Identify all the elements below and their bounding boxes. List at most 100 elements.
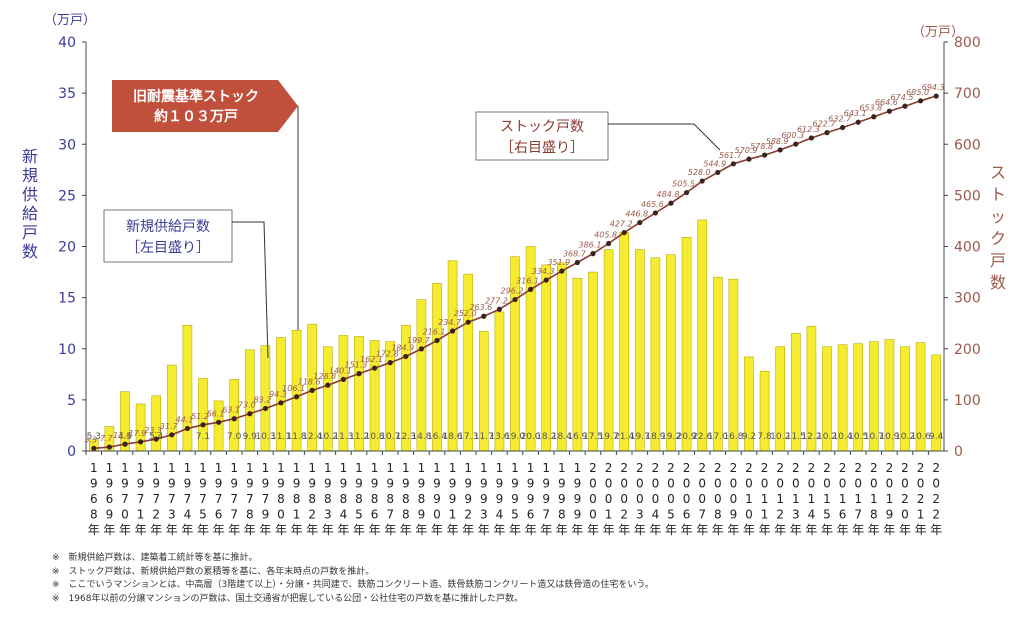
supply-bar-label: 19.2 bbox=[661, 432, 681, 442]
left-tick-label: 0 bbox=[67, 444, 76, 460]
footnote: ※ 1968年以前の分譲マンションの戸数は、国土交通省が把握している公団・公社住… bbox=[52, 593, 524, 604]
stock-point bbox=[231, 416, 237, 422]
supply-bar bbox=[432, 283, 442, 452]
stock-point-label: 13.4 bbox=[113, 431, 131, 440]
stock-point bbox=[91, 445, 97, 451]
supply-bar-label: 11.5 bbox=[786, 432, 806, 442]
supply-bar-label: 11.3 bbox=[333, 432, 353, 442]
stock-callout-pointer bbox=[608, 123, 721, 151]
supply-bar-label: 10.4 bbox=[833, 432, 853, 442]
stock-point-label: 600.3 bbox=[781, 131, 804, 140]
stock-point-label: 252.0 bbox=[454, 309, 477, 318]
stock-point bbox=[543, 277, 549, 283]
stock-point-label: 296.2 bbox=[501, 287, 524, 296]
stock-point-label: 277.2 bbox=[485, 296, 508, 305]
stock-point-label: 465.6 bbox=[641, 200, 664, 209]
stock-point bbox=[746, 156, 752, 162]
supply-bar-label: 16.9 bbox=[567, 432, 587, 442]
left-tick-label: 35 bbox=[58, 86, 76, 102]
stock-point bbox=[325, 382, 331, 388]
supply-bar bbox=[650, 257, 661, 452]
left-axis-title: 新規供給戸数 bbox=[22, 147, 38, 261]
stock-point-label: 405.8 bbox=[594, 231, 617, 240]
supply-bar-label: 11.2 bbox=[349, 432, 369, 442]
supply-bar bbox=[541, 264, 552, 452]
supply-bar-label: 14.8 bbox=[411, 432, 431, 442]
stock-point bbox=[434, 337, 440, 344]
stock-point bbox=[808, 135, 815, 141]
supply-callout-box bbox=[103, 209, 233, 263]
supply-bar-label: 11.7 bbox=[474, 432, 494, 442]
stock-point bbox=[559, 268, 565, 274]
old-standard-callout: 旧耐震基準ストック 約１０３万戸 bbox=[112, 80, 299, 330]
supply-bar bbox=[494, 311, 505, 452]
left-tick-label: 15 bbox=[58, 291, 76, 307]
stock-point-label: 216.1 bbox=[423, 328, 446, 337]
stock-callout-line2: ［右目盛り］ bbox=[500, 140, 584, 156]
stock-point bbox=[200, 422, 206, 428]
left-axis: 0 5 10 15 20 25 30 35 40 （万戸） 新規供給戸数 bbox=[22, 13, 96, 460]
supply-bar-label: 17.3 bbox=[458, 432, 478, 442]
supply-bar-label: 10.2 bbox=[770, 432, 790, 442]
stock-point-label: 5.3 bbox=[84, 435, 97, 444]
left-tick-label: 20 bbox=[58, 240, 76, 256]
stock-point-label: 561.7 bbox=[719, 151, 743, 160]
supply-bar-label: 10.3 bbox=[255, 432, 275, 442]
stock-point bbox=[902, 103, 908, 109]
stock-point-label: 234.7 bbox=[438, 318, 462, 327]
stock-point-label: 351.9 bbox=[547, 258, 570, 267]
stock-point bbox=[824, 130, 830, 136]
supply-bar bbox=[681, 236, 692, 452]
right-axis-unit: （万戸） bbox=[912, 25, 964, 40]
stock-point bbox=[933, 93, 939, 99]
supply-bar-label: 21.4 bbox=[614, 432, 634, 442]
left-tick-label: 40 bbox=[58, 35, 76, 51]
stock-point-label: 118.6 bbox=[298, 377, 321, 386]
supply-bar-label: 20.0 bbox=[521, 432, 541, 442]
supply-bar bbox=[634, 249, 645, 452]
supply-bar-label: 17.0 bbox=[708, 432, 728, 442]
stock-point bbox=[855, 119, 861, 125]
stock-point bbox=[340, 376, 346, 382]
stock-point bbox=[918, 98, 924, 104]
stock-point-label: 685.0 bbox=[906, 88, 929, 97]
stock-point bbox=[387, 360, 393, 366]
stock-point-label: 83.2 bbox=[253, 395, 271, 404]
stock-point bbox=[465, 319, 471, 325]
stock-point-label: 334.3 bbox=[532, 267, 555, 276]
stock-point-label: 23.3 bbox=[144, 426, 162, 435]
supply-callout-pointer bbox=[232, 221, 269, 359]
supply-bar-label: 12.4 bbox=[302, 432, 322, 442]
stock-point-label: 184.9 bbox=[391, 343, 414, 352]
stock-point bbox=[122, 441, 128, 447]
stock-point-label: 31.7 bbox=[160, 422, 179, 431]
stock-point bbox=[574, 259, 581, 266]
supply-bar bbox=[556, 262, 567, 452]
stock-point-label: 316.1 bbox=[516, 276, 539, 285]
stock-point-label: 386.1 bbox=[579, 241, 602, 250]
old-standard-line2: 約１０３万戸 bbox=[154, 108, 238, 125]
supply-bar bbox=[666, 254, 676, 452]
supply-bar-label: 18.4 bbox=[552, 432, 572, 442]
supply-bar-label: 10.9 bbox=[879, 432, 899, 442]
